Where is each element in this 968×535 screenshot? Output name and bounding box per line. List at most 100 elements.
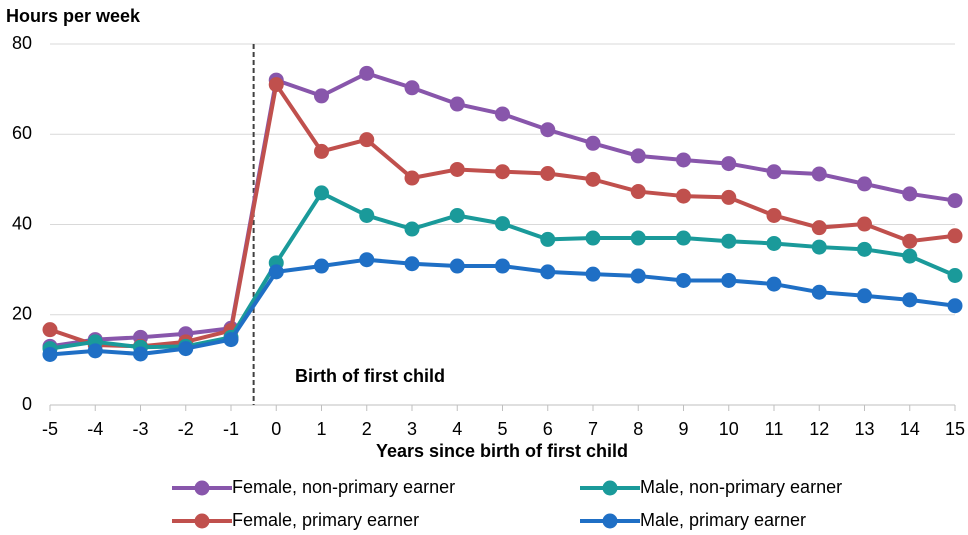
x-tick-label: -1 (223, 419, 239, 439)
x-tick-label: 2 (362, 419, 372, 439)
data-point (721, 156, 737, 172)
data-point (404, 221, 420, 237)
data-point (902, 233, 918, 249)
data-point (359, 65, 375, 81)
data-point (495, 216, 510, 232)
data-point (268, 264, 284, 280)
data-point (766, 276, 782, 292)
data-point (133, 346, 148, 362)
y-axis-title: Hours per week (6, 6, 141, 26)
legend-label: Female, non-primary earner (232, 477, 455, 497)
data-point (540, 264, 556, 280)
annotation: Birth of first child (295, 366, 445, 386)
data-point (902, 186, 918, 202)
x-tick-label: -3 (132, 419, 148, 439)
data-point (947, 193, 963, 209)
data-point (314, 258, 329, 274)
data-point (585, 135, 601, 151)
x-tick-label: 0 (271, 419, 281, 439)
data-point (449, 161, 465, 177)
data-point (857, 241, 872, 257)
data-point (721, 189, 737, 205)
x-tick-label: 5 (497, 419, 507, 439)
legend-marker (194, 513, 210, 529)
x-tick-label: 6 (543, 419, 553, 439)
data-point (540, 166, 556, 182)
legend-label: Male, primary earner (640, 510, 806, 530)
data-point (857, 176, 872, 192)
data-point (540, 122, 556, 138)
x-tick-label: 7 (588, 419, 598, 439)
data-point (449, 96, 465, 112)
legend-marker (194, 480, 210, 496)
x-tick-label: 14 (900, 419, 920, 439)
data-point (721, 233, 737, 249)
data-point (676, 230, 691, 246)
data-point (947, 267, 963, 283)
x-tick-label: -4 (87, 419, 103, 439)
data-point (495, 106, 510, 122)
x-tick-label: 13 (854, 419, 874, 439)
data-point (540, 231, 556, 247)
x-tick-label: -2 (178, 419, 194, 439)
data-point (811, 239, 827, 255)
data-point (947, 298, 963, 314)
data-point (42, 346, 58, 362)
data-point (721, 272, 737, 288)
data-point (676, 272, 691, 288)
data-point (404, 256, 420, 272)
data-point (766, 164, 782, 180)
x-tick-label: 10 (719, 419, 739, 439)
series-line (49, 82, 956, 349)
data-point (404, 80, 420, 96)
data-point (676, 188, 691, 204)
data-point (404, 170, 420, 186)
data-point (676, 152, 691, 168)
data-point (495, 258, 510, 274)
data-point (359, 207, 375, 223)
y-tick-label: 20 (12, 304, 32, 324)
x-tick-label: 15 (945, 419, 965, 439)
data-point (811, 166, 827, 182)
data-point (630, 230, 646, 246)
x-tick-label: 4 (452, 419, 462, 439)
x-tick-label: -5 (42, 419, 58, 439)
data-point (178, 341, 194, 357)
x-tick-label: 8 (633, 419, 643, 439)
legend-marker (602, 513, 618, 529)
data-point (857, 288, 872, 304)
data-point (902, 292, 918, 308)
x-tick-label: 9 (678, 419, 688, 439)
data-point (449, 207, 465, 223)
legend-label: Male, non-primary earner (640, 477, 842, 497)
data-point (314, 185, 329, 201)
data-point (42, 322, 58, 338)
y-tick-label: 60 (12, 123, 32, 143)
data-point (857, 216, 872, 232)
y-tick-label: 40 (12, 213, 32, 233)
data-point (449, 258, 465, 274)
data-point (585, 230, 601, 246)
data-point (811, 220, 827, 236)
data-point (947, 228, 963, 244)
data-point (630, 268, 646, 284)
data-point (585, 171, 601, 187)
x-tick-label: 11 (765, 419, 784, 439)
data-point (268, 77, 284, 93)
data-point (314, 88, 329, 104)
x-tick-label: 1 (316, 419, 326, 439)
x-tick-label: 3 (407, 419, 417, 439)
x-axis-title: Years since birth of first child (376, 441, 628, 461)
y-tick-label: 80 (12, 33, 32, 53)
data-point (766, 207, 782, 223)
y-tick-label: 0 (22, 394, 32, 414)
data-point (359, 252, 375, 268)
data-point (811, 284, 827, 300)
data-point (223, 332, 239, 348)
data-point (585, 266, 601, 282)
x-tick-label: 12 (809, 419, 829, 439)
data-point (495, 164, 510, 180)
legend-marker (602, 480, 618, 496)
data-point (902, 248, 918, 264)
